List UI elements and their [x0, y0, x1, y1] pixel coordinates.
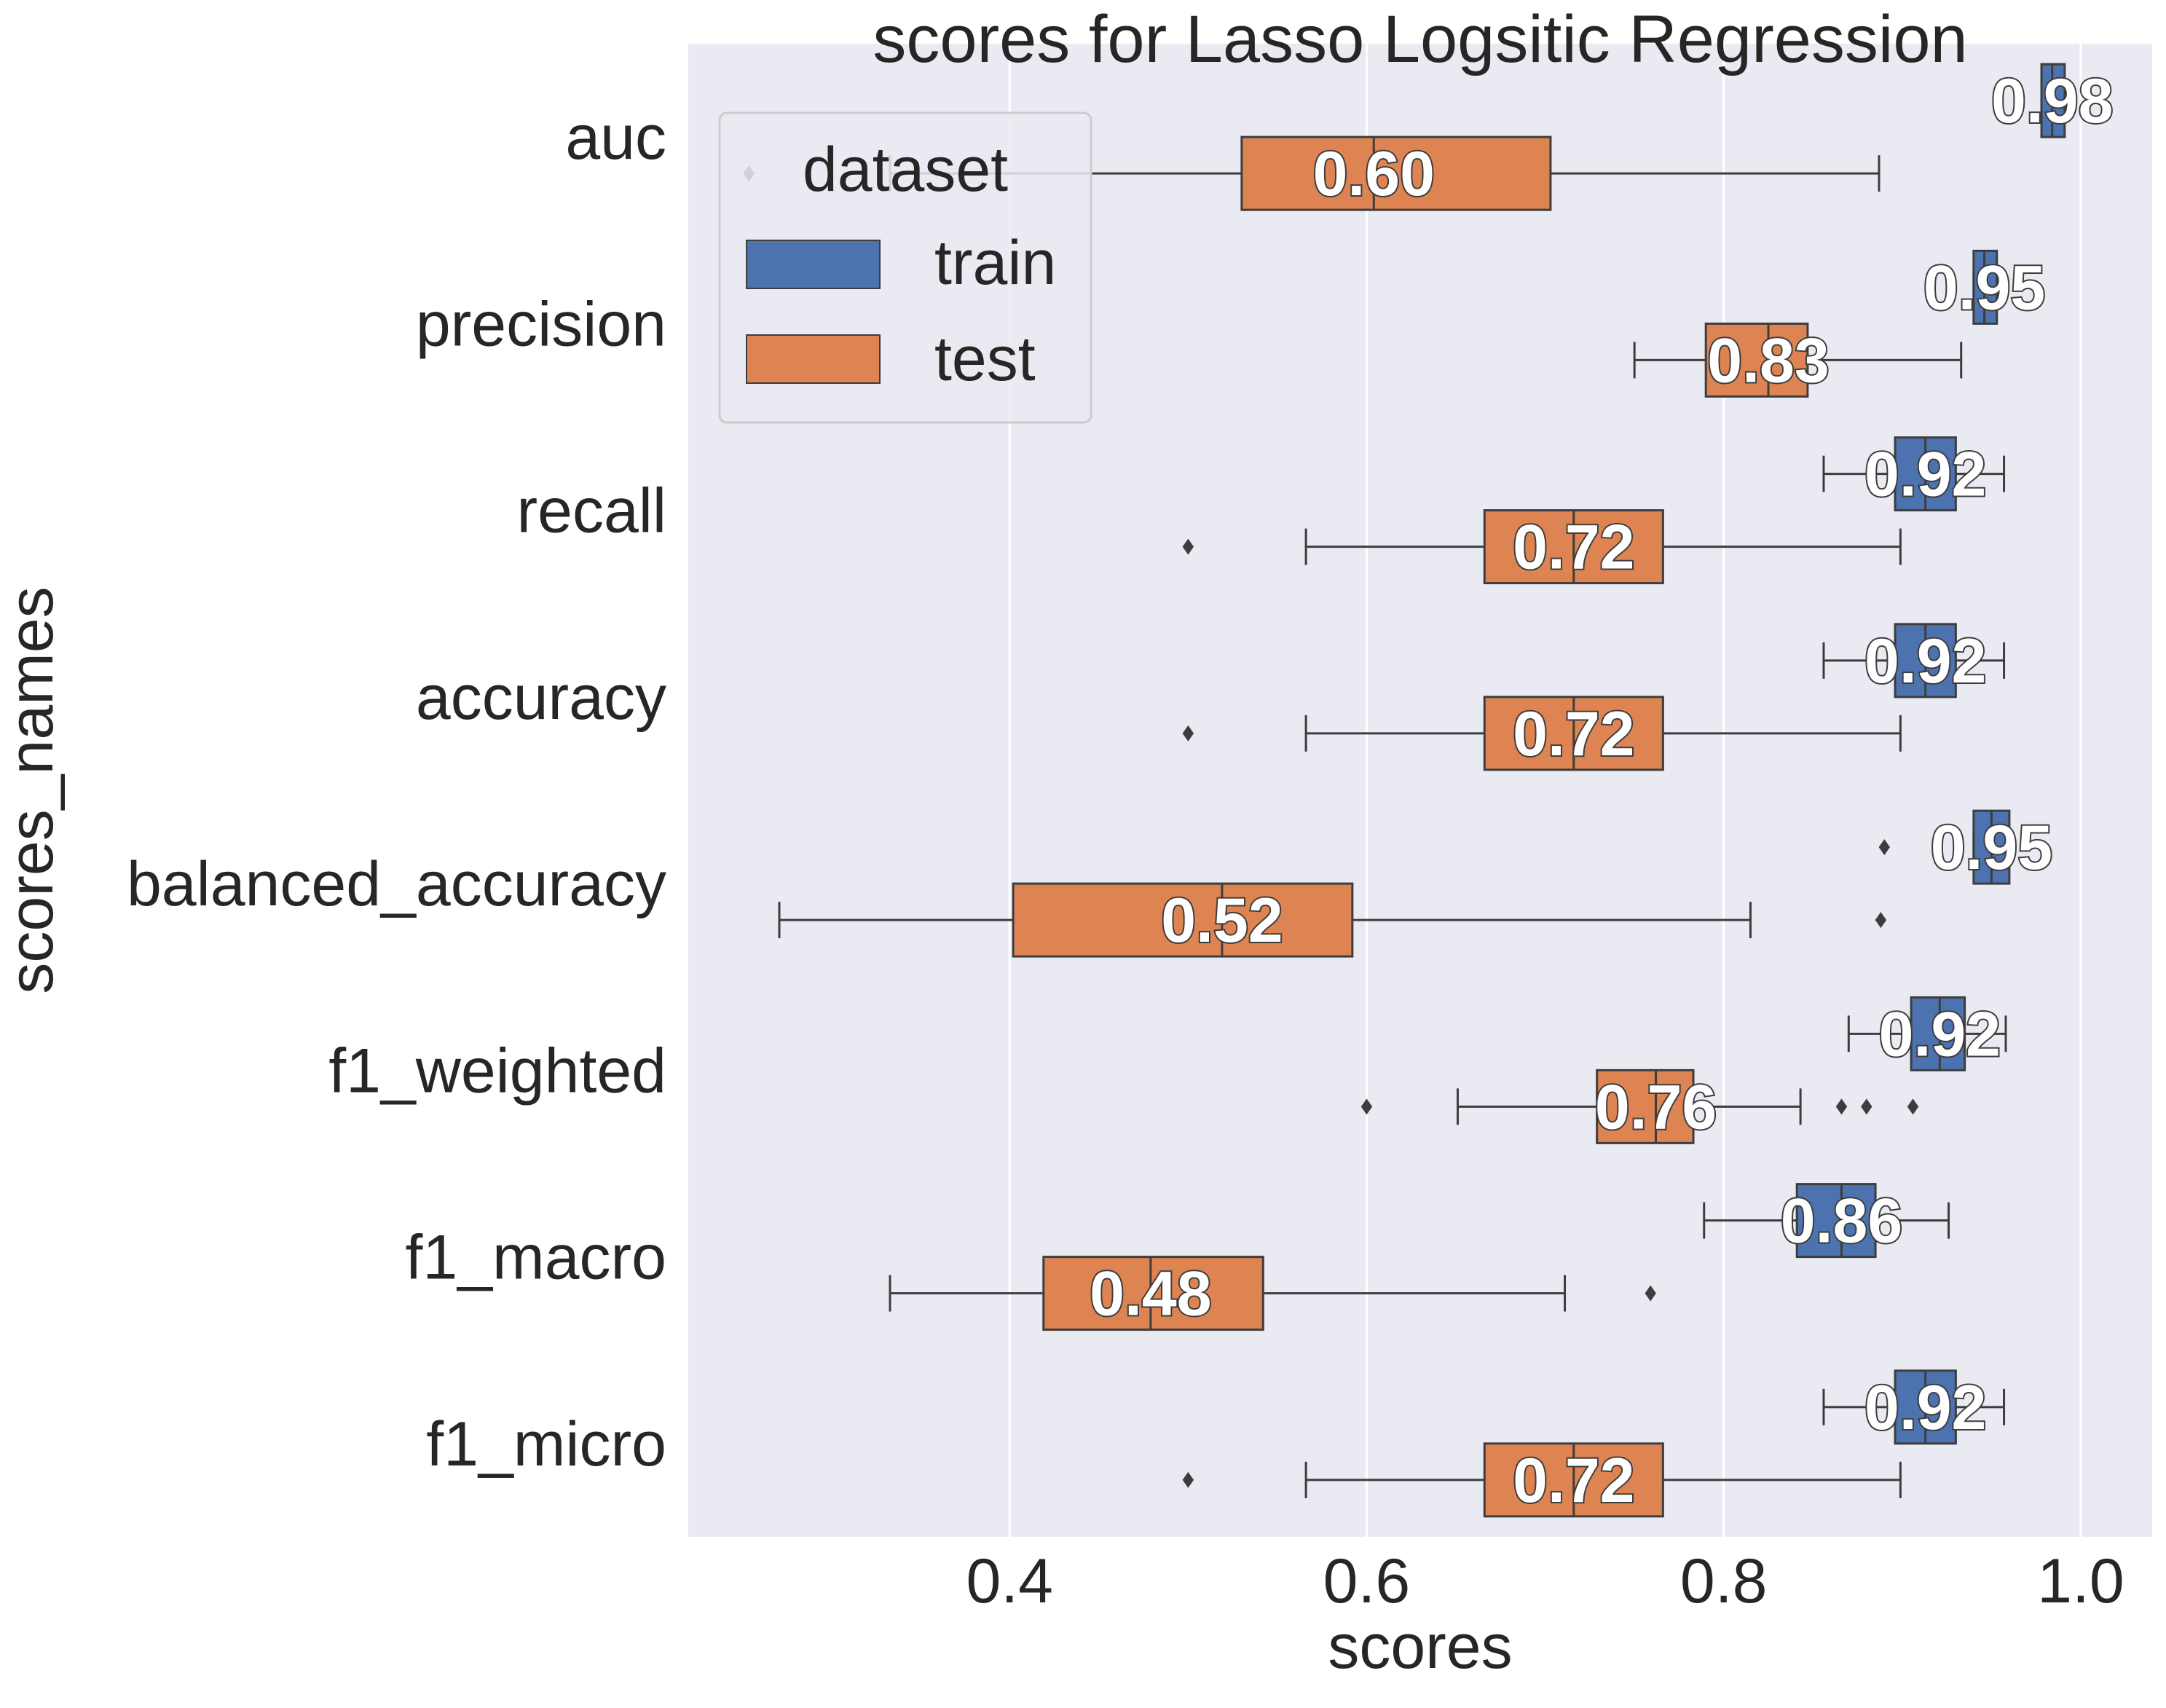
test-box: [1182, 1442, 1902, 1518]
legend-label-train: train: [934, 228, 1056, 298]
median-value-label: 0.92: [1864, 626, 1986, 696]
test-box: [1360, 1069, 1919, 1144]
outlier-point: [1875, 912, 1887, 929]
outlier-point: [1861, 1098, 1872, 1115]
iqr-box: [1042, 1256, 1264, 1331]
y-tick-label: auc: [565, 103, 666, 173]
y-tick-label: balanced_accuracy: [127, 849, 666, 919]
y-tick-label: f1_micro: [426, 1409, 666, 1479]
y-tick-label: f1_macro: [406, 1223, 667, 1293]
median-value-label: 0.98: [1991, 66, 2113, 136]
train-box: [1703, 1183, 1950, 1259]
chart-title: scores for Lasso Logsitic Regression: [873, 2, 1967, 76]
test-box: [778, 882, 1887, 958]
outlier-point: [1907, 1098, 1919, 1115]
median-value-label: 0.92: [1864, 440, 1986, 510]
x-axis-label: scores: [1328, 1612, 1512, 1682]
iqr-box: [1596, 1069, 1695, 1144]
x-tick-label: 0.6: [1323, 1546, 1411, 1616]
value-labels: 0.98 0.95 0.92 0.92 0.95 0.92 0.86 0.92 0.60 0.83…: [1088, 65, 2114, 1517]
outlier-point: [1182, 1471, 1194, 1488]
x-tick-labels: 0.4 0.6 0.8 1.0: [966, 1546, 2124, 1616]
median-value-label: 0.72: [1513, 699, 1634, 769]
y-tick-label: recall: [516, 476, 666, 546]
outlier-point: [1360, 1098, 1373, 1115]
legend-swatch-train: [746, 240, 881, 289]
y-tick-label: accuracy: [416, 663, 666, 733]
iqr-box: [1240, 135, 1552, 211]
outlier-point: [1182, 538, 1194, 555]
median-value-label: 0.48: [1090, 1259, 1211, 1329]
outlier-point: [1878, 839, 1891, 856]
iqr-box: [1704, 322, 1809, 398]
iqr-box: [1910, 996, 1966, 1071]
boxes: [743, 63, 2066, 1518]
legend: dataset train test: [718, 111, 1092, 424]
outlier-point: [1182, 725, 1194, 741]
outlier-point: [1835, 1098, 1848, 1115]
legend-title: dataset: [803, 135, 1008, 205]
x-tick-label: 0.4: [966, 1546, 1053, 1616]
median-value-label: 0.95: [1931, 813, 2052, 883]
legend-label-test: test: [934, 324, 1036, 394]
median-value-label: 0.76: [1595, 1072, 1717, 1142]
y-axis-label: scores_names: [0, 586, 66, 993]
outlier-point: [1645, 1285, 1656, 1302]
test-box: [1182, 509, 1902, 585]
median-value-label: 0.60: [1313, 139, 1435, 209]
test-box: [889, 1256, 1656, 1331]
train-box: [1822, 436, 2006, 512]
x-tick-label: 1.0: [2037, 1546, 2124, 1616]
train-box: [2040, 63, 2066, 138]
y-tick-labels: auc precision recall accuracy balanced_accur…: [127, 103, 666, 1479]
median-value-label: 0.95: [1923, 253, 2045, 323]
median-value-label: 0.72: [1513, 513, 1634, 583]
train-box: [1822, 623, 2006, 698]
test-box: [1633, 322, 1963, 398]
median-value-label: 0.52: [1161, 886, 1283, 956]
median-value-label: 0.92: [1864, 1373, 1986, 1443]
train-box: [1822, 1369, 2006, 1445]
train-box: [1972, 249, 1998, 325]
median-value-label: 0.72: [1513, 1446, 1634, 1516]
x-tick-label: 0.8: [1680, 1546, 1768, 1616]
iqr-box: [1795, 1183, 1877, 1259]
train-box: [1847, 996, 2007, 1071]
train-box: [1878, 809, 2011, 885]
y-tick-label: precision: [416, 289, 666, 359]
median-value-label: 0.92: [1879, 999, 2001, 1069]
y-tick-label: f1_weighted: [328, 1036, 666, 1106]
test-box: [743, 135, 1881, 211]
median-value-label: 0.83: [1707, 326, 1829, 395]
legend-swatch-test: [746, 334, 881, 384]
test-box: [1182, 696, 1902, 771]
iqr-box: [1012, 882, 1354, 958]
median-value-label: 0.86: [1781, 1186, 1902, 1256]
